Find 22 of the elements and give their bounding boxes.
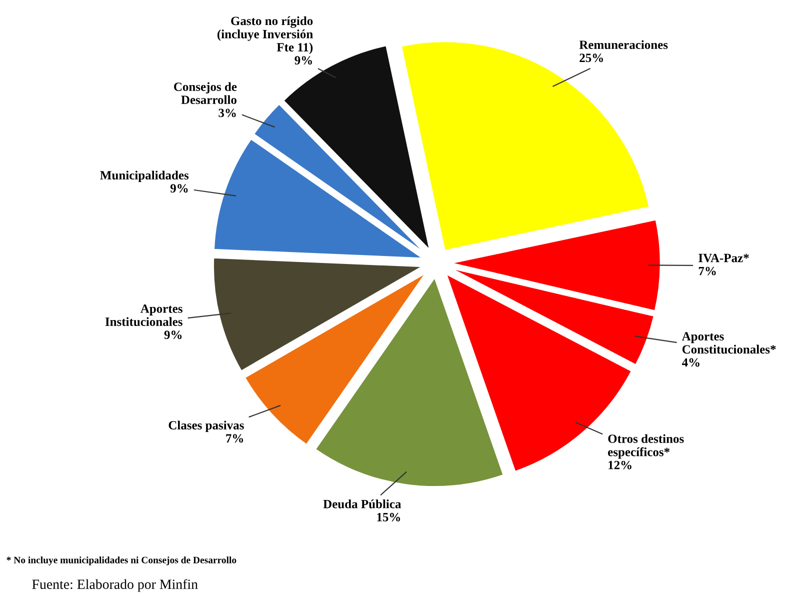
slice-label: Remuneraciones [579, 40, 668, 50]
data-label: 7% [226, 434, 244, 443]
data-label: 15% [377, 512, 400, 522]
slice-label: IVA-Paz* [698, 254, 749, 262]
data-label: 9% [164, 330, 182, 340]
slice-label: Municipalidades [100, 170, 189, 182]
text: * No incluye municipalidades ni Consejos de Desarrollo [6, 556, 236, 566]
slice-label: Aportes Institucionales [105, 304, 182, 326]
source-note: Fuente: Elaborado por Minfin [32, 579, 198, 592]
slice-label: Otros destinos específicos* [608, 434, 684, 459]
slice-label: Consejos de Desarrollo [174, 82, 237, 104]
slice-label: Deuda Pública [323, 499, 402, 508]
slice-label: Gasto no rígido (incluye Inversión Fte 11) [217, 16, 313, 54]
data-label: 4% [682, 358, 700, 367]
data-label: 3% [218, 108, 236, 118]
data-label: 9% [294, 56, 312, 65]
slice-label: Aportes Constitucionales* [682, 332, 776, 354]
data-label: 7% [698, 266, 716, 276]
data-label: 25% [580, 54, 603, 62]
data-label: 9% [170, 184, 188, 193]
slice-label: Clases pasivas [168, 420, 244, 432]
data-label: 12% [608, 460, 632, 470]
